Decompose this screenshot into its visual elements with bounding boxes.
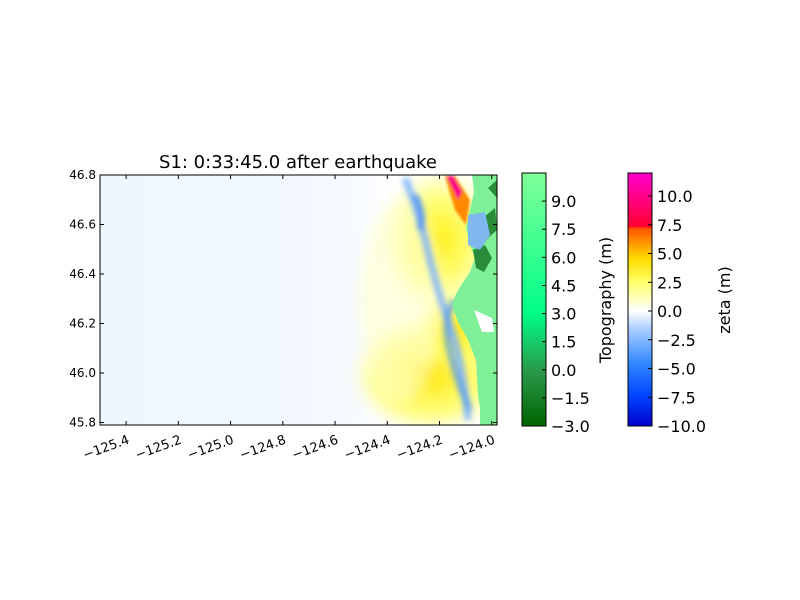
x-tick-label: −124.8 bbox=[238, 433, 288, 464]
zeta-colorbar-label: zeta (m) bbox=[715, 266, 734, 333]
x-tick-label: −124.6 bbox=[290, 433, 340, 464]
bay-water bbox=[468, 212, 490, 250]
colorbar-tick-label: −3.0 bbox=[551, 417, 590, 436]
colorbar-tick-label: 9.0 bbox=[551, 192, 576, 211]
trough-arcs bbox=[401, 176, 473, 421]
map-field bbox=[100, 175, 497, 425]
colorbar-tick-label: 4.5 bbox=[551, 276, 576, 295]
x-tick-label: −125.4 bbox=[81, 433, 131, 464]
topography-colorbar-ticks: −3.0 −1.5 0.0 1.5 3.0 4.5 6.0 7.5 9.0 bbox=[542, 192, 590, 436]
y-axis: 45.8 46.0 46.2 46.4 46.6 46.8 bbox=[69, 168, 497, 430]
colorbar-tick-label: 10.0 bbox=[657, 187, 693, 206]
colorbar-tick-label: 0.0 bbox=[551, 361, 576, 380]
zeta-colorbar bbox=[627, 172, 653, 427]
colorbar-tick-label: −2.5 bbox=[657, 331, 696, 350]
bay-water-2 bbox=[474, 310, 494, 332]
y-tick-label: 46.6 bbox=[69, 218, 96, 232]
colorbar-tick-label: −5.0 bbox=[657, 360, 696, 379]
y-tick-label: 46.8 bbox=[69, 168, 96, 182]
x-tick-label: −124.0 bbox=[447, 433, 497, 464]
colorbar-tick-label: 6.0 bbox=[551, 248, 576, 267]
topography-colorbar-label: Topography (m) bbox=[596, 237, 615, 364]
colorbar-tick-label: 7.5 bbox=[657, 216, 682, 235]
y-tick-label: 46.4 bbox=[69, 267, 96, 281]
plot-frame bbox=[99, 174, 498, 426]
x-tick-label: −124.2 bbox=[395, 433, 445, 464]
colorbar-tick-label: 7.5 bbox=[551, 220, 576, 239]
y-tick-label: 46.0 bbox=[69, 366, 96, 380]
colorbar-tick-label: 3.0 bbox=[551, 305, 576, 324]
chart-title: S1: 0:33:45.0 after earthquake bbox=[159, 152, 437, 173]
colorbar-tick-label: 1.5 bbox=[551, 333, 576, 352]
x-tick-label: −124.4 bbox=[342, 433, 392, 464]
topography-colorbar bbox=[521, 172, 547, 427]
y-tick-label: 45.8 bbox=[69, 416, 96, 430]
colorbar-tick-label: 0.0 bbox=[657, 302, 682, 321]
colorbar-tick-label: −1.5 bbox=[551, 389, 590, 408]
x-tick-label: −125.2 bbox=[133, 433, 183, 464]
x-tick-label: −125.0 bbox=[186, 433, 236, 464]
colorbar-tick-label: −10.0 bbox=[657, 417, 706, 436]
colorbar-tick-label: −7.5 bbox=[657, 388, 696, 407]
colorbar-tick-label: 2.5 bbox=[657, 273, 682, 292]
colorbar-tick-label: 5.0 bbox=[657, 245, 682, 264]
zeta-colorbar-ticks: −10.0 −7.5 −5.0 −2.5 0.0 2.5 5.0 7.5 10.0 bbox=[648, 187, 706, 436]
y-tick-label: 46.2 bbox=[69, 317, 96, 331]
